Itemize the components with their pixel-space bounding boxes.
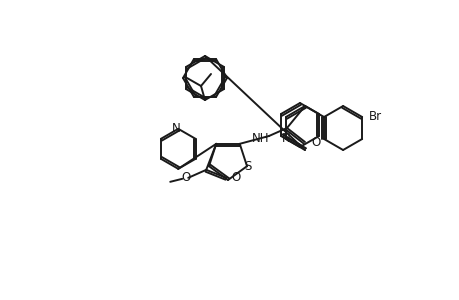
Text: O: O xyxy=(231,171,240,184)
Text: Br: Br xyxy=(369,110,381,124)
Text: N: N xyxy=(172,122,180,135)
Text: NH: NH xyxy=(252,133,269,146)
Text: S: S xyxy=(244,160,251,173)
Text: O: O xyxy=(181,171,190,184)
Text: O: O xyxy=(310,136,319,148)
Text: N: N xyxy=(281,133,290,146)
